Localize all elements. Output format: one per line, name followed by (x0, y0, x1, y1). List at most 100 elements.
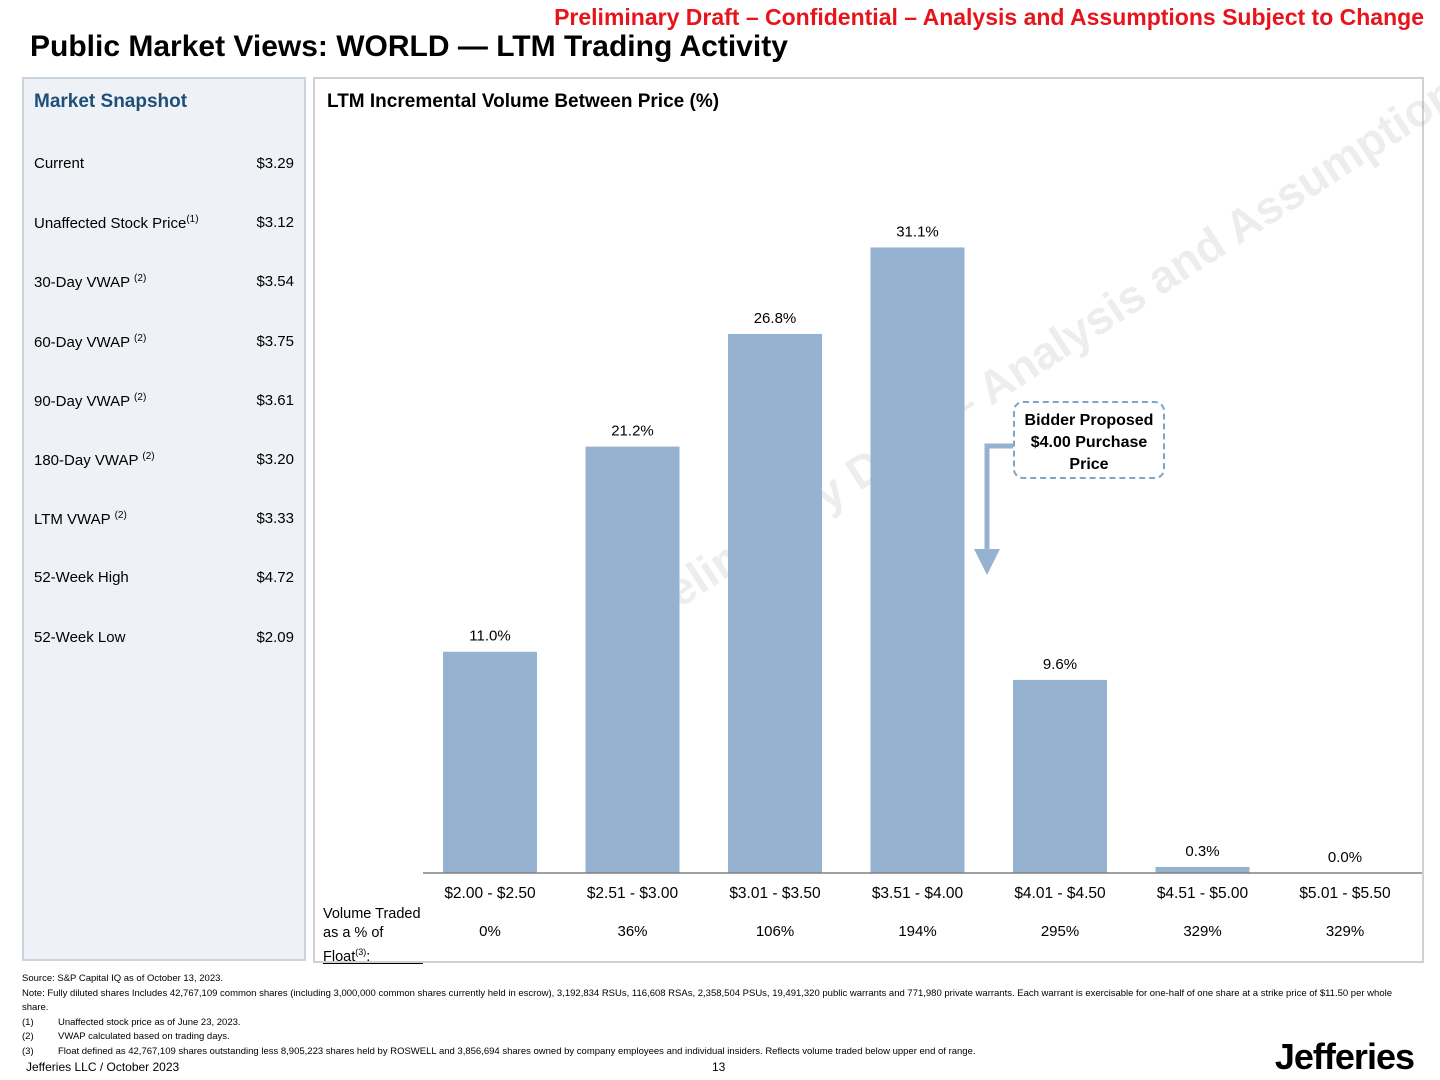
footnote-items: (1) Unaffected stock price as of June 23,… (22, 1016, 1402, 1060)
snapshot-row: 180-Day VWAP (2) $3.20 (34, 451, 294, 475)
snapshot-row-label-text: 60-Day VWAP (34, 333, 135, 351)
volume-traded-value: 36% (617, 923, 648, 940)
footnote-number: (1) (22, 1016, 34, 1028)
volume-traded-label-text: Volume Traded as a % of Float (323, 906, 421, 965)
snapshot-row-label: LTM VWAP (2) (34, 510, 127, 528)
volume-traded-value: 329% (1183, 923, 1222, 940)
snapshot-row-label: 60-Day VWAP (2) (34, 333, 146, 351)
snapshot-row-value: $3.33 (256, 510, 294, 528)
footnote-text: Float defined as 42,767,109 shares outst… (58, 1045, 976, 1057)
volume-traded-value: 295% (1040, 923, 1080, 940)
snapshot-row-label: 52-Week High (34, 569, 129, 586)
snapshot-row: LTM VWAP (2) $3.33 (34, 510, 294, 534)
footnote-source: Source: S&P Capital IQ as of October 13,… (22, 973, 224, 984)
bar (585, 446, 680, 873)
snapshot-row-label: Unaffected Stock Price(1) (34, 214, 199, 232)
category-tick-label: $3.01 - $3.50 (729, 885, 821, 902)
volume-traded-label-sup: (3) (355, 947, 367, 957)
callout-line-2: $4.00 Purchase (1030, 434, 1148, 451)
callout-line-3: Price (1069, 456, 1109, 473)
snapshot-row-value: $4.72 (256, 569, 294, 587)
purchase-price-callout: Bidder Proposed $4.00 Purchase Price (1013, 401, 1165, 479)
snapshot-row-label-text: 52-Week High (34, 569, 129, 587)
snapshot-row-label: 30-Day VWAP (2) (34, 273, 146, 291)
footnote-number: (3) (22, 1045, 34, 1057)
snapshot-row-value: $3.12 (256, 214, 294, 232)
snapshot-row-label-text: 52-Week Low (34, 628, 126, 646)
snapshot-row-label-text: Unaffected Stock Price (34, 215, 187, 233)
data-label: 9.6% (1043, 656, 1077, 673)
bar (728, 333, 822, 873)
footnote-item: (3) Float defined as 42,767,109 shares ou… (22, 1045, 1402, 1060)
snapshot-row-footnote-ref: (2) (114, 510, 127, 522)
jefferies-logo: Jefferies (1274, 1036, 1415, 1077)
snapshot-row-label-text: 30-Day VWAP (34, 274, 135, 292)
snapshot-row-footnote-ref: (1) (186, 214, 199, 226)
snapshot-row-value: $2.09 (256, 628, 294, 646)
footer-company-date: Jefferies LLC / October 2023 (26, 1060, 180, 1074)
callout-line-1: Bidder Proposed (1024, 412, 1154, 429)
snapshot-row-footnote-ref: (2) (134, 332, 147, 344)
data-label: 0.0% (1328, 849, 1362, 866)
snapshot-row: 90-Day VWAP (2) $3.61 (34, 392, 294, 416)
category-tick-label: $4.01 - $4.50 (1014, 885, 1106, 902)
category-tick-label: $5.01 - $5.50 (1299, 885, 1391, 902)
volume-traded-value: 0% (479, 923, 501, 940)
snapshot-row-label-text: 90-Day VWAP (34, 392, 135, 410)
category-tick-label: $2.51 - $3.00 (587, 885, 679, 902)
snapshot-row-footnote-ref: (2) (134, 273, 147, 285)
volume-traded-value: 194% (898, 923, 937, 940)
bar (1155, 866, 1250, 873)
snapshot-row-label: 180-Day VWAP (2) (34, 451, 155, 469)
chart-title: LTM Incremental Volume Between Price (%) (327, 91, 720, 112)
snapshot-row-value: $3.75 (256, 332, 294, 350)
bar (1013, 679, 1107, 873)
data-label: 26.8% (754, 310, 797, 327)
data-label: 31.1% (896, 223, 939, 240)
volume-traded-label-suffix: : (366, 948, 371, 965)
snapshot-row-footnote-ref: (2) (134, 391, 147, 403)
data-label: 0.3% (1185, 843, 1219, 860)
volume-traded-label: Volume Traded as a % of Float(3): (323, 905, 433, 967)
snapshot-row: 52-Week Low $2.09 (34, 629, 294, 653)
snapshot-row-label: 90-Day VWAP (2) (34, 392, 146, 410)
snapshot-row-value: $3.54 (256, 273, 294, 291)
callout-arrow-shaft (984, 443, 1013, 549)
volume-traded-underline (323, 963, 423, 964)
snapshot-row: 52-Week High $4.72 (34, 569, 294, 593)
footnote-item: (1) Unaffected stock price as of June 23,… (22, 1016, 1402, 1031)
category-tick-label: $4.51 - $5.00 (1157, 885, 1249, 902)
snapshot-row: Current $3.29 (34, 155, 294, 179)
bar (870, 247, 965, 874)
data-label: 21.2% (611, 423, 654, 440)
snapshot-row-label: Current (34, 155, 84, 172)
callout-arrow-head (974, 549, 1000, 575)
volume-traded-value: 329% (1325, 923, 1365, 940)
snapshot-row-label: 52-Week Low (34, 629, 125, 646)
category-tick-label: $3.51 - $4.00 (872, 885, 964, 902)
volume-traded-value: 106% (755, 923, 795, 940)
page-number: 13 (712, 1060, 726, 1074)
page-title: Public Market Views: WORLD — LTM Trading… (30, 30, 788, 63)
category-tick-label: $2.00 - $2.50 (444, 885, 536, 902)
snapshot-row: Unaffected Stock Price(1) $3.12 (34, 214, 294, 238)
snapshot-row: 30-Day VWAP (2) $3.54 (34, 273, 294, 297)
footnote-note: Note: Fully diluted shares Includes 42,7… (22, 987, 1392, 1014)
snapshot-row-label-text: LTM VWAP (34, 511, 115, 529)
snapshot-row-label-text: 180-Day VWAP (34, 452, 143, 469)
footnote-text: Unaffected stock price as of June 23, 20… (58, 1016, 241, 1028)
draft-banner: Preliminary Draft – Confidential – Analy… (554, 4, 1424, 30)
footnote-number: (2) (22, 1031, 34, 1042)
snapshot-row-label-text: Current (34, 155, 85, 172)
snapshot-title: Market Snapshot (34, 91, 188, 112)
snapshot-row-value: $3.29 (256, 155, 294, 172)
snapshot-row-footnote-ref: (2) (142, 451, 155, 462)
footnotes: Source: S&P Capital IQ as of October 13,… (22, 972, 1402, 1059)
footnote-text: VWAP calculated based on trading days. (58, 1031, 230, 1042)
bar-chart: 11.0% $2.00 - $2.50 21.2% $2.51 - $3.00 26.8… (423, 223, 1422, 902)
bar (443, 651, 537, 873)
data-label: 11.0% (469, 628, 510, 645)
footnote-item: (2) VWAP calculated based on trading days… (22, 1030, 1402, 1045)
snapshot-row-value: $3.20 (256, 451, 294, 468)
snapshot-row-value: $3.61 (256, 391, 294, 409)
